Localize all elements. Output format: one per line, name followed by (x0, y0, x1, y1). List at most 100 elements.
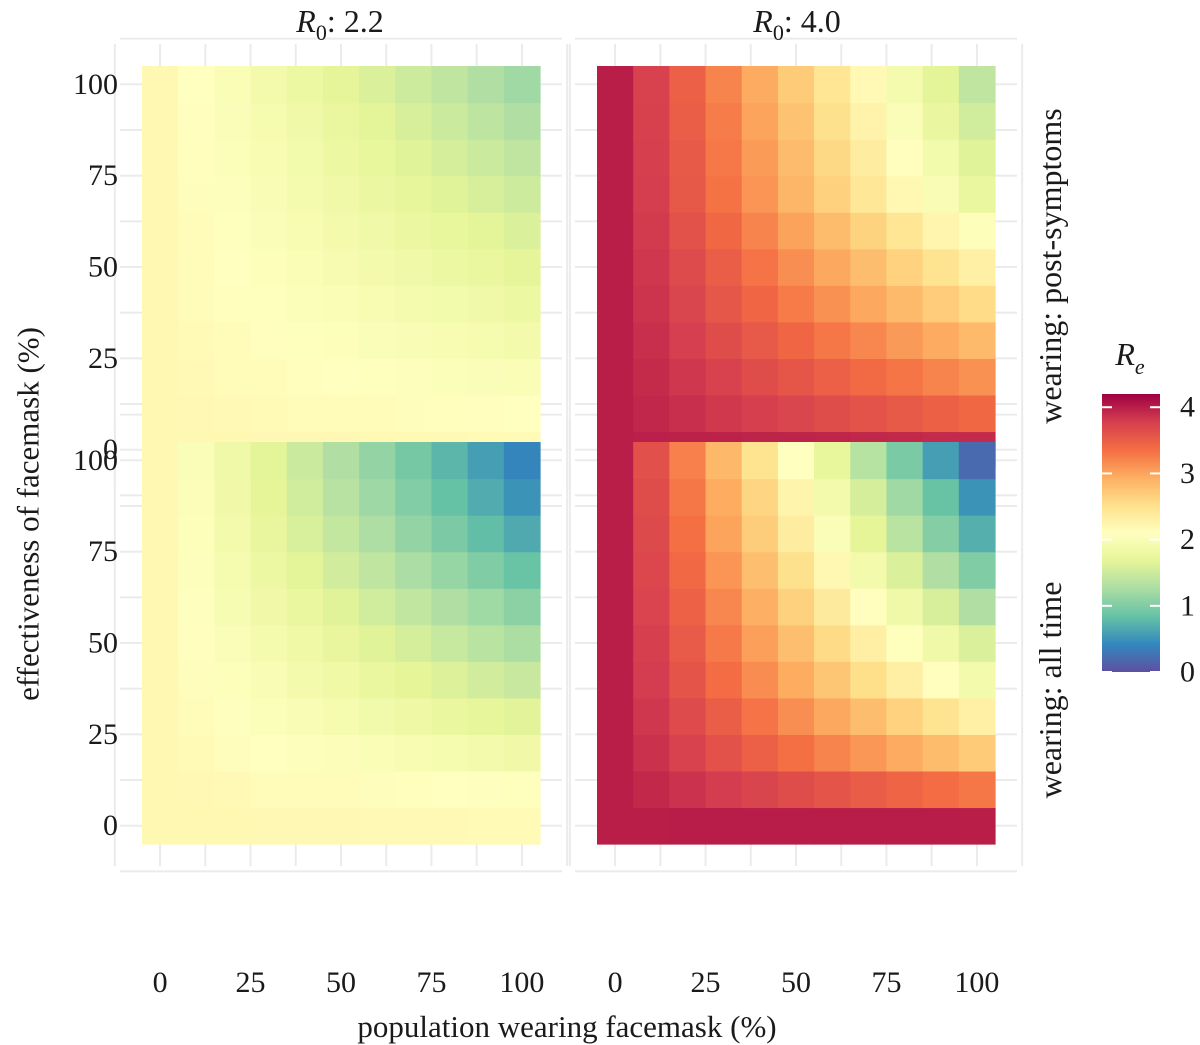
heatmap-cell (922, 212, 960, 250)
heatmap-cell (286, 807, 324, 845)
heatmap-cell (958, 321, 996, 359)
heatmap-cell (850, 139, 888, 177)
heatmap-cell (633, 358, 670, 396)
heatmap-cell (814, 697, 851, 735)
heatmap-cell (322, 358, 360, 396)
heatmap-cell (814, 770, 851, 809)
heatmap-cell (503, 697, 541, 735)
heatmap-cell (669, 551, 707, 589)
legend-title: Re (1114, 336, 1145, 379)
heatmap-cell (597, 515, 634, 553)
heatmap-cell (922, 321, 960, 359)
heatmap-cell (250, 661, 288, 699)
heatmap-cell (286, 321, 324, 359)
heatmap-cell (286, 697, 324, 735)
heatmap-cell (922, 66, 960, 104)
heatmap-cell (633, 212, 670, 250)
heatmap-cell (359, 478, 396, 516)
y-tick-label: 100 (73, 444, 118, 477)
heatmap-cell (705, 285, 743, 323)
heatmap-cell (467, 285, 505, 323)
heatmap-cell (286, 358, 324, 396)
heatmap-cell (142, 285, 179, 323)
y-tick-label: 50 (88, 627, 118, 660)
heatmap-cell (431, 807, 469, 845)
heatmap-cell (322, 697, 360, 735)
heatmap-cell (886, 515, 924, 553)
heatmap-cell (395, 807, 433, 845)
heatmap-cell (741, 697, 779, 735)
heatmap-cell (214, 175, 252, 213)
heatmap-cell (850, 661, 888, 699)
heatmap-cell (886, 175, 924, 213)
heatmap-cell (395, 358, 433, 396)
heatmap-cell (886, 442, 924, 480)
heatmap-cell (431, 394, 469, 433)
heatmap-cell (777, 588, 815, 626)
heatmap-cell (431, 770, 469, 809)
heatmap-cell (395, 394, 433, 433)
x-tick-label: 75 (416, 966, 446, 999)
heatmap-cell (741, 285, 779, 323)
heatmap-cell (814, 588, 851, 626)
heatmap-cell (597, 588, 634, 626)
heatmap-cell (214, 442, 252, 480)
heatmap-cell (142, 394, 179, 433)
heatmap-cell (322, 515, 360, 553)
heatmap-cell (886, 551, 924, 589)
heatmap-cell (669, 248, 707, 286)
heatmap-cell (886, 588, 924, 626)
heatmap-cell (777, 770, 815, 809)
heatmap-cell (814, 212, 851, 250)
heatmap-cell (777, 807, 815, 845)
heatmap-cell (597, 770, 634, 809)
heatmap-cell (633, 734, 670, 772)
heatmap-cell (467, 139, 505, 177)
heatmap-cell (958, 394, 996, 433)
heatmap-cell (395, 248, 433, 286)
heatmap-cell (142, 770, 179, 809)
heatmap-cell (958, 661, 996, 699)
heatmap-cell (597, 478, 634, 516)
heatmap-cell (359, 285, 396, 323)
heatmap-cell (503, 807, 541, 845)
y-tick-label: 100 (73, 68, 118, 101)
heatmap-cell (178, 139, 215, 177)
heatmap-cell (814, 515, 851, 553)
heatmap-cell (286, 442, 324, 480)
heatmap-cell (503, 321, 541, 359)
heatmap-cell (359, 442, 396, 480)
heatmap-cell (886, 321, 924, 359)
heatmap-cell (669, 661, 707, 699)
heatmap-cell (467, 734, 505, 772)
heatmap-cell (958, 442, 996, 480)
heatmap-cell (633, 175, 670, 213)
heatmap-cell (359, 734, 396, 772)
heatmap-cell (814, 321, 851, 359)
heatmap-cell (178, 212, 215, 250)
heatmap-cell (705, 807, 743, 845)
heatmap-cell (359, 102, 396, 140)
heatmap-cell (322, 551, 360, 589)
heatmap-cell (467, 442, 505, 480)
heatmap-cell (777, 734, 815, 772)
heatmap-cell (850, 770, 888, 809)
heatmap-cell (322, 624, 360, 662)
heatmap-panel (597, 66, 996, 469)
heatmap-cell (958, 807, 996, 845)
heatmap-cell (395, 442, 433, 480)
heatmap-cell (214, 285, 252, 323)
heatmap-cell (214, 697, 252, 735)
heatmap-cell (467, 66, 505, 104)
heatmap-cell (633, 285, 670, 323)
heatmap-cell (814, 624, 851, 662)
heatmap-cell (814, 285, 851, 323)
heatmap-cell (395, 478, 433, 516)
heatmap-cell (922, 770, 960, 809)
heatmap-cell (958, 358, 996, 396)
heatmap-cell (214, 358, 252, 396)
column-strip-r0-4-0: R0: 4.0 (752, 3, 840, 45)
heatmap-cell (322, 139, 360, 177)
heatmap-cell (958, 770, 996, 809)
